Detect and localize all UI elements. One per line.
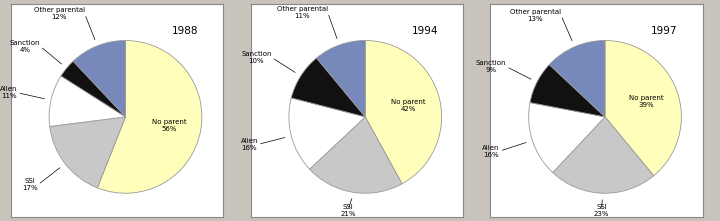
- Wedge shape: [97, 40, 202, 193]
- Text: 1994: 1994: [411, 26, 438, 36]
- Wedge shape: [292, 58, 365, 117]
- Text: Sanction
9%: Sanction 9%: [476, 60, 506, 73]
- Text: Alien
11%: Alien 11%: [0, 86, 17, 99]
- Wedge shape: [61, 61, 125, 117]
- Text: Other parental
13%: Other parental 13%: [510, 9, 561, 22]
- Wedge shape: [310, 117, 402, 193]
- Wedge shape: [553, 117, 654, 193]
- Wedge shape: [49, 76, 125, 126]
- Wedge shape: [605, 40, 681, 176]
- Text: No parent
42%: No parent 42%: [391, 99, 426, 112]
- Text: No parent
39%: No parent 39%: [629, 95, 664, 108]
- Wedge shape: [528, 103, 605, 173]
- Wedge shape: [365, 40, 441, 184]
- Text: Sanction
10%: Sanction 10%: [241, 51, 271, 64]
- Wedge shape: [317, 40, 365, 117]
- Text: No parent
56%: No parent 56%: [152, 119, 186, 132]
- Wedge shape: [73, 40, 125, 117]
- Wedge shape: [549, 40, 605, 117]
- Text: SSI
17%: SSI 17%: [22, 178, 38, 191]
- Text: 1997: 1997: [651, 26, 678, 36]
- Wedge shape: [530, 65, 605, 117]
- Text: Alien
16%: Alien 16%: [482, 145, 500, 158]
- Text: Other parental
12%: Other parental 12%: [34, 7, 85, 20]
- Wedge shape: [50, 117, 125, 188]
- Text: 1988: 1988: [171, 26, 198, 36]
- Text: Sanction
4%: Sanction 4%: [9, 40, 40, 53]
- Text: SSI
21%: SSI 21%: [340, 204, 356, 217]
- Text: SSI
23%: SSI 23%: [594, 204, 609, 217]
- Wedge shape: [289, 98, 365, 169]
- Text: Alien
16%: Alien 16%: [240, 138, 258, 151]
- Text: Other parental
11%: Other parental 11%: [276, 6, 328, 19]
